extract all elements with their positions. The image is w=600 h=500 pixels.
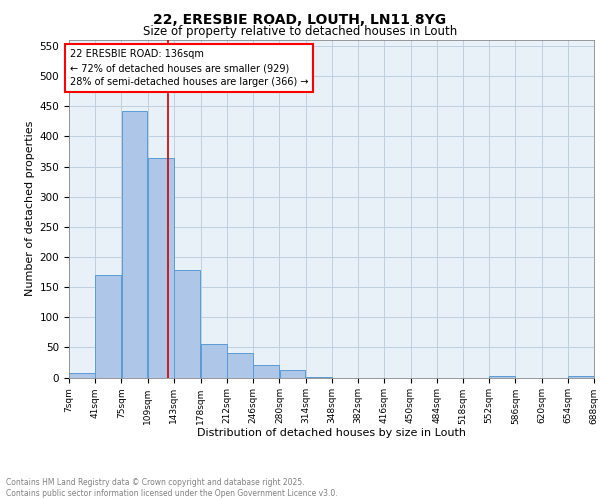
Text: 22 ERESBIE ROAD: 136sqm
← 72% of detached houses are smaller (929)
28% of semi-d: 22 ERESBIE ROAD: 136sqm ← 72% of detache…	[70, 49, 308, 87]
Bar	[280, 370, 305, 378]
Bar	[69, 372, 95, 378]
Text: Size of property relative to detached houses in Louth: Size of property relative to detached ho…	[143, 25, 457, 38]
Bar	[122, 110, 148, 378]
Bar	[148, 158, 173, 378]
X-axis label: Distribution of detached houses by size in Louth: Distribution of detached houses by size …	[197, 428, 466, 438]
Bar	[201, 344, 227, 378]
Bar	[568, 376, 594, 378]
Y-axis label: Number of detached properties: Number of detached properties	[25, 121, 35, 296]
Bar	[306, 377, 332, 378]
Text: 22, ERESBIE ROAD, LOUTH, LN11 8YG: 22, ERESBIE ROAD, LOUTH, LN11 8YG	[154, 12, 446, 26]
Text: Contains HM Land Registry data © Crown copyright and database right 2025.
Contai: Contains HM Land Registry data © Crown c…	[6, 478, 338, 498]
Bar	[490, 376, 515, 378]
Bar	[95, 275, 121, 378]
Bar	[253, 366, 279, 378]
Bar	[227, 354, 253, 378]
Bar	[174, 270, 200, 378]
